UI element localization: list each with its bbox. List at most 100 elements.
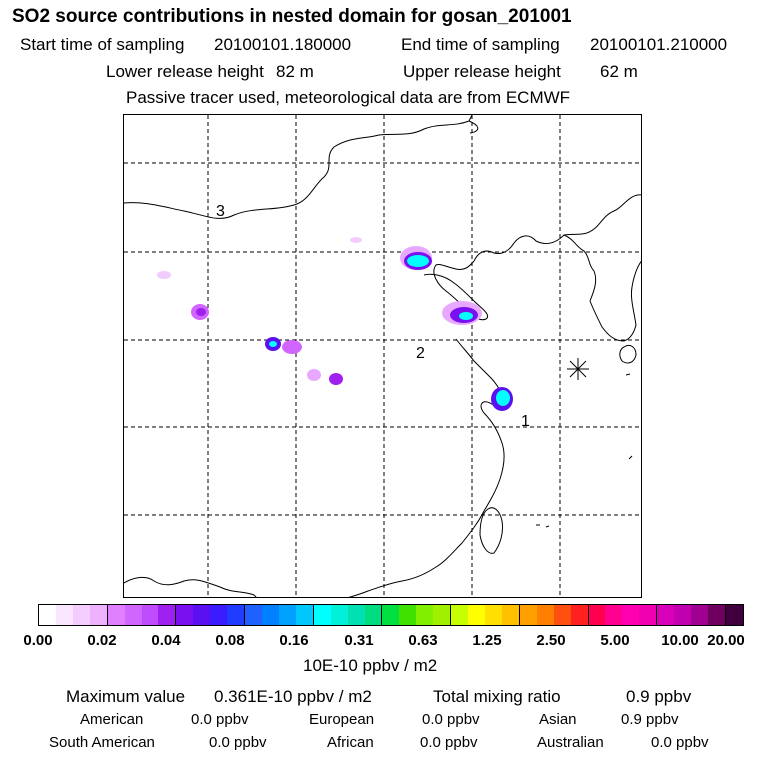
max-value-label: Maximum value [66,687,186,706]
colorbar-tick: 0.63 [408,632,438,649]
colorbar-swatch [605,605,623,625]
colorbar-swatch [724,605,743,625]
colorbar-swatch [518,605,537,625]
max-value: 0.361E-10 ppbv / m2 [214,687,372,706]
colorbar-swatch [244,605,262,625]
colorbar-swatch [501,605,519,625]
colorbar-swatch [364,605,382,625]
colorbar-tick: 0.16 [279,632,309,649]
plume-beijing-core [407,255,429,267]
plume-interior-mid [282,340,302,354]
colorbar-swatch [312,605,331,625]
south-china-coast [348,478,501,597]
colorbar-swatch [707,605,725,625]
colorbar-swatch [175,605,194,625]
plot-title: SO2 source contributions in nested domai… [12,6,572,27]
colorbar-swatch [553,605,571,625]
colorbar-swatch [570,605,588,625]
colorbar-swatch [72,605,90,625]
colorbar [38,604,744,626]
colorbar-swatch [381,605,400,625]
colorbar-tick: 0.04 [151,632,181,649]
kyushu-island [619,344,637,364]
taiwan-island [479,507,503,554]
colorbar-swatch [330,605,348,625]
colorbar-swatch [450,605,469,625]
map-panel: 3 2 1 [123,114,642,598]
colorbar-swatch [484,605,502,625]
start-time-label: Start time of sampling [20,35,185,54]
korea-west-coast [563,234,641,342]
colorbar-swatch [674,605,692,625]
plume-tianjin-core [459,312,473,320]
south-border [124,576,257,597]
region-name-american: American [80,711,144,728]
colorbar-swatch [261,605,279,625]
colorbar-swatch [587,605,606,625]
colorbar-tick: 20.00 [707,632,745,649]
colorbar-swatch [639,605,657,625]
colorbar-swatch [278,605,296,625]
manchuria-border [473,194,641,262]
region-value-asian: 0.9 ppbv [621,711,679,728]
region-value-australian: 0.0 ppbv [651,734,709,751]
upper-height-value: 62 m [600,62,638,81]
total-mixing-value: 0.9 ppbv [626,687,692,706]
plume-interior-south [329,373,343,385]
colorbar-swatch [622,605,640,625]
tracer-note: Passive tracer used, meteorological data… [126,88,571,107]
colorbar-tick: 1.25 [472,632,502,649]
colorbar-tick: 0.00 [23,632,53,649]
colorbar-swatch [468,605,485,625]
colorbar-swatch [227,605,245,625]
colorbar-swatch [89,605,107,625]
region-name-african: African [327,734,374,751]
southern-islands [536,373,633,528]
colorbar-swatch [433,605,451,625]
region-name-australian: Australian [537,734,604,751]
lower-height-label: Lower release height [106,62,264,81]
upper-height-label: Upper release height [403,62,561,81]
colorbar-swatch [347,605,365,625]
region-name-south-american: South American [49,734,155,751]
colorbar-swatch [141,605,159,625]
colorbar-swatch [691,605,708,625]
plume-faint-west [157,271,171,279]
region-label-1: 1 [521,413,530,430]
receptor-star-icon [567,358,589,380]
colorbar-tick: 0.02 [87,632,117,649]
region-value-african: 0.0 ppbv [420,734,478,751]
colorbar-tick: 10.00 [661,632,699,649]
end-time-label: End time of sampling [401,35,560,54]
plume-interior-faint [307,369,321,381]
concentration-patches [157,237,513,411]
region-value-european: 0.0 ppbv [422,711,480,728]
plume-shanghai-core [496,390,510,406]
total-mixing-label: Total mixing ratio [433,687,561,706]
region-name-asian: Asian [539,711,577,728]
map-svg: 3 2 1 [124,115,641,597]
colorbar-swatch [106,605,125,625]
colorbar-tick: 5.00 [600,632,630,649]
colorbar-swatch [39,605,56,625]
lower-height-value: 82 m [276,62,314,81]
colorbar-swatch [416,605,434,625]
coastlines [124,115,641,597]
colorbar-tick: 0.31 [344,632,374,649]
colorbar-tick: 2.50 [536,632,566,649]
map-grid [124,115,641,597]
colorbar-units: 10E-10 ppbv / m2 [303,656,438,675]
colorbar-swatch [656,605,675,625]
colorbar-tick: 0.08 [215,632,245,649]
region-name-european: European [309,711,375,728]
plume-interior-west-core [196,308,206,316]
start-time-value: 20100101.180000 [214,35,352,54]
colorbar-swatch [399,605,417,625]
colorbar-swatch [295,605,313,625]
colorbar-swatch [124,605,142,625]
plume-faint-north [350,237,362,243]
region-value-south-american: 0.0 ppbv [209,734,267,751]
region-label-2: 2 [416,345,425,362]
colorbar-swatch [158,605,176,625]
region-value-american: 0.0 ppbv [191,711,249,728]
